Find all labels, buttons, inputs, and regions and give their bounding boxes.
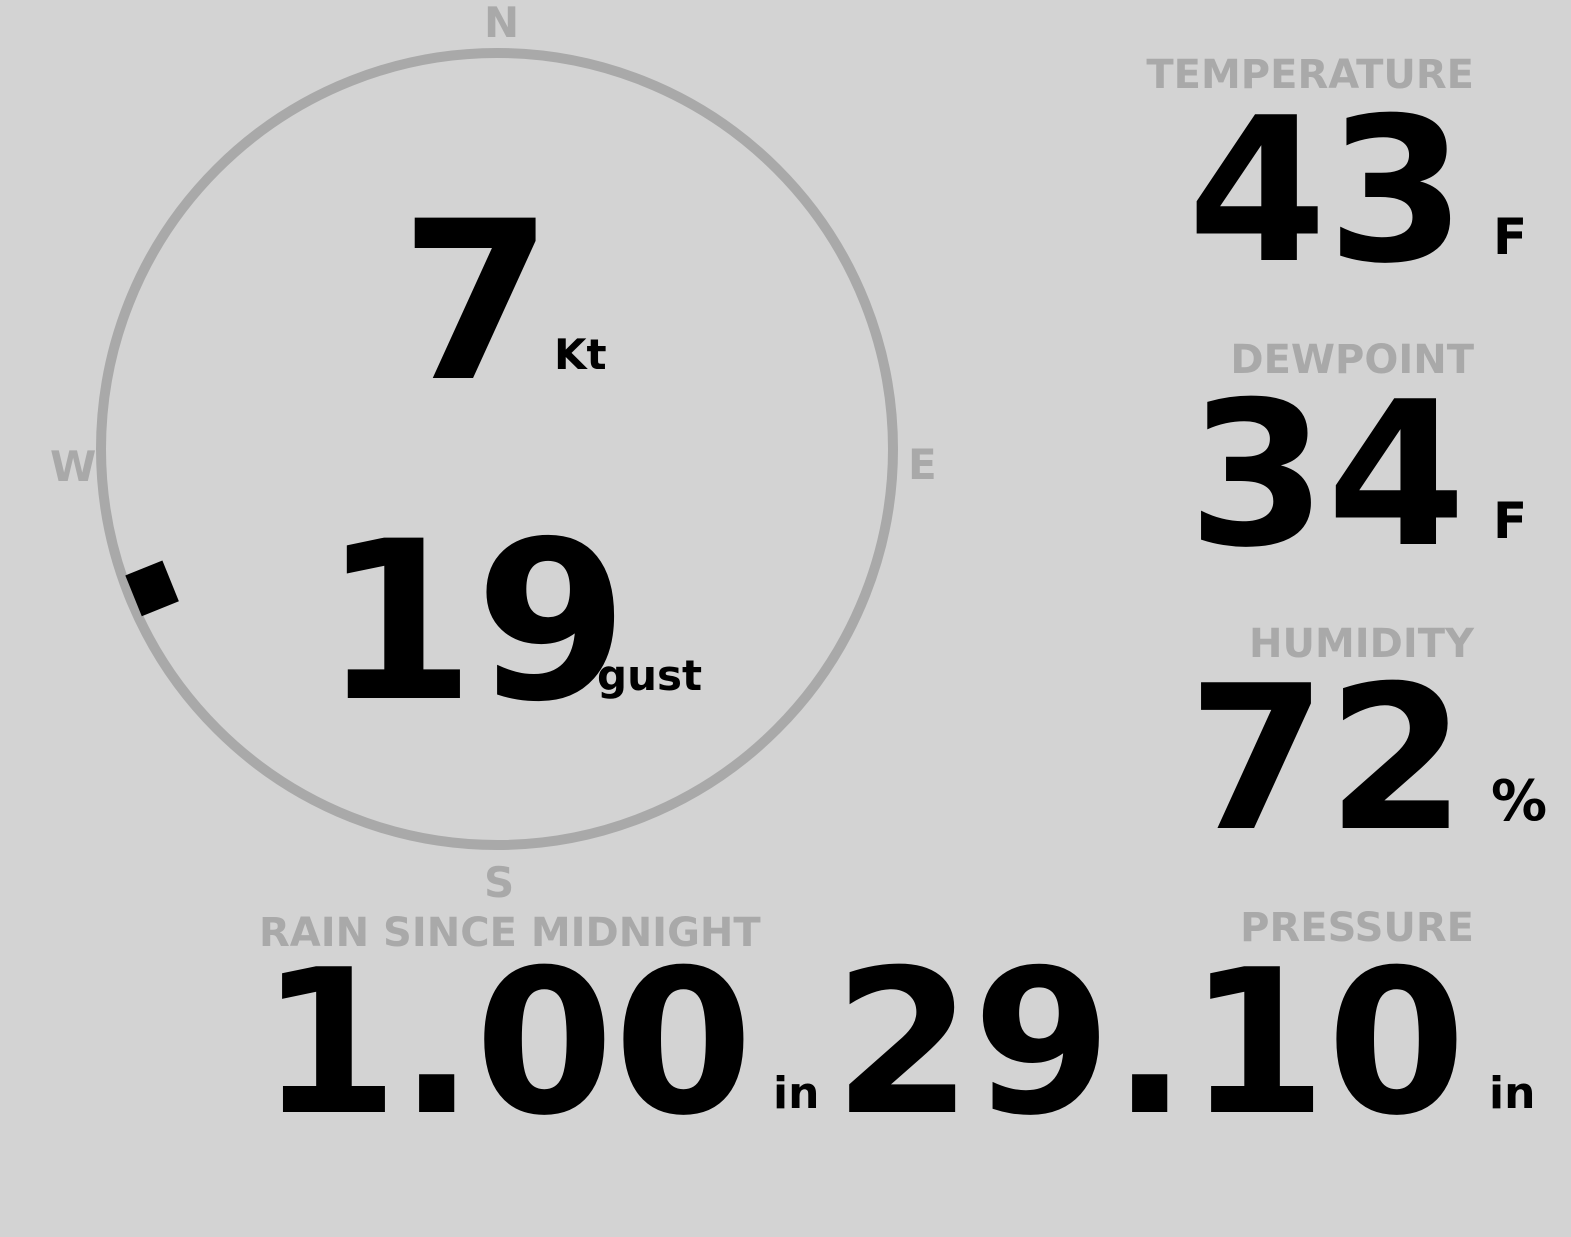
pressure-unit: in: [1489, 1068, 1536, 1119]
dewpoint-unit: F: [1493, 492, 1528, 550]
wind-direction-marker: [125, 560, 179, 617]
dewpoint-value: 34: [1187, 359, 1466, 592]
dewpoint-card: DEWPOINT: [1230, 340, 1474, 380]
humidity-unit: %: [1491, 769, 1548, 834]
humidity-card: HUMIDITY: [1249, 624, 1474, 664]
rain-unit: in: [773, 1068, 820, 1119]
compass-south: S: [484, 858, 515, 907]
rain-value: 1.00: [259, 927, 753, 1160]
dewpoint-label: DEWPOINT: [1230, 337, 1474, 383]
wind-gust-value: 19: [322, 494, 629, 750]
wind-gust-label: gust: [597, 651, 703, 700]
wind-speed-unit: Kt: [554, 330, 607, 379]
compass-ring: [96, 48, 898, 850]
wind-compass: [96, 48, 898, 850]
compass-west: W: [50, 442, 97, 491]
temperature-label: TEMPERATURE: [1146, 52, 1474, 98]
temperature-card: TEMPERATURE: [1146, 55, 1474, 95]
pressure-card: PRESSURE: [1240, 908, 1474, 948]
compass-north: N: [484, 0, 520, 47]
pressure-value: 29.10: [833, 927, 1466, 1160]
wind-speed-value: 7: [400, 174, 554, 430]
pressure-label: PRESSURE: [1240, 905, 1474, 951]
humidity-label: HUMIDITY: [1249, 621, 1474, 667]
temperature-unit: F: [1493, 208, 1528, 266]
compass-east: E: [908, 440, 937, 489]
rain-label: RAIN SINCE MIDNIGHT: [259, 910, 761, 956]
humidity-value: 72: [1187, 643, 1466, 876]
temperature-value: 43: [1187, 75, 1466, 308]
